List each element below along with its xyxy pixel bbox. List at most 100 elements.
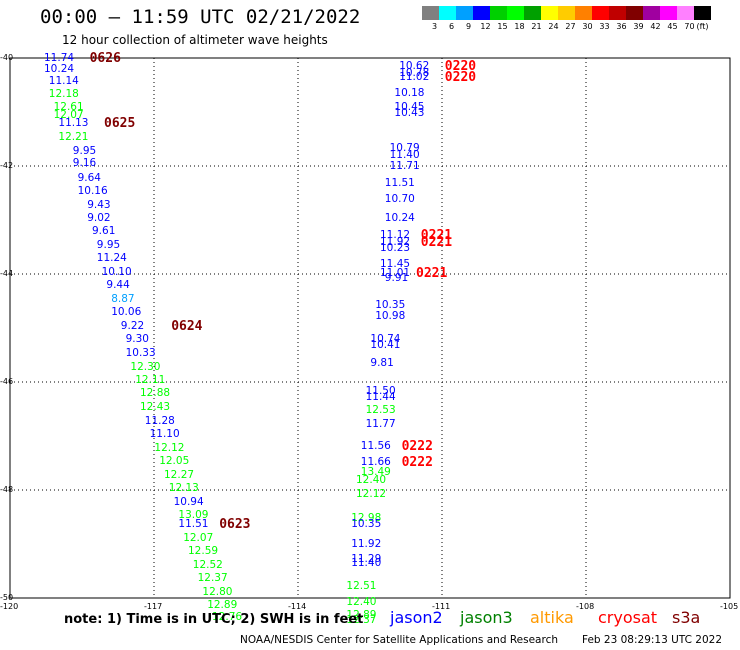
wave-height-point: 9.30 [125, 333, 149, 346]
wave-height-point: 10.35 [375, 298, 406, 311]
wave-height-point: 11.92 [351, 538, 382, 550]
lat-tick-label: -50 [0, 593, 14, 602]
colorbar-label: 3 [431, 22, 438, 31]
wave-height-point: 12.05 [159, 455, 190, 468]
wave-height-point: 11.24 [96, 252, 127, 265]
wave-height-point: 12.80 [202, 585, 233, 598]
wave-height-point: 11.66 [360, 455, 391, 468]
wave-height-point: 11.29 [351, 552, 382, 565]
wave-height-point: 11.44 [365, 391, 396, 404]
wave-height-point: 11.12 [380, 229, 411, 242]
legend-jason3: jason3 [460, 608, 513, 627]
colorbar-swatch [660, 6, 677, 20]
colorbar-swatch [507, 6, 524, 20]
wave-height-point: 12.59 [188, 545, 219, 558]
wave-height-point: 10.23 [380, 242, 411, 255]
wave-height-point: 11.92 [380, 235, 411, 248]
colorbar-label: 27 [565, 22, 576, 31]
colorbar-swatch [626, 6, 643, 20]
wave-height-point: 9.81 [370, 357, 394, 370]
colorbar-swatch [694, 6, 711, 20]
lon-tick-label: -114 [288, 602, 307, 611]
pass-time-label: 0220 [444, 59, 477, 75]
page-title: 00:00 – 11:59 UTC 02/21/2022 [40, 6, 361, 28]
wave-height-point: 10.24 [384, 212, 415, 225]
lon-tick-label: -111 [432, 602, 451, 611]
colorbar-swatch [524, 6, 541, 20]
wave-height-point: 12.89 [346, 609, 377, 622]
pass-time-label: 0625 [104, 115, 136, 131]
colorbar-label: (ft) [696, 22, 709, 31]
lon-tick-label: -105 [720, 602, 739, 611]
pass-time-label: 0623 [219, 517, 251, 533]
note-text: note: 1) Time is in UTC; 2) SWH is in fe… [64, 612, 364, 627]
pass-time-label: 0220 [444, 70, 477, 86]
colorbar-swatch [541, 6, 558, 20]
wave-height-point: 12.53 [365, 404, 396, 417]
wave-height-point: 11.02 [399, 71, 430, 84]
wave-height-point: 11.71 [389, 160, 420, 172]
colorbar-label: 70 [684, 22, 695, 31]
wave-height-point: 11.01 [380, 266, 411, 279]
wave-height-point: 12.51 [346, 579, 377, 592]
map-frame [9, 57, 731, 599]
legend-jason2: jason2 [390, 608, 443, 627]
lat-tick-label: -48 [0, 485, 14, 494]
wave-height-point: 9.02 [87, 211, 111, 224]
footer-credit: NOAA/NESDIS Center for Satellite Applica… [240, 634, 558, 646]
wave-height-point: 11.51 [178, 518, 209, 531]
lon-tick-label: -120 [0, 602, 19, 611]
wave-height-point: 12.61 [53, 100, 84, 113]
pass-time-label: 0626 [89, 51, 121, 66]
wave-height-point: 9.43 [87, 198, 111, 211]
wave-height-point: 11.13 [58, 116, 89, 129]
lat-tick-label: -42 [0, 161, 14, 170]
pass-time-label: 0624 [171, 318, 203, 334]
wave-height-point: 11.50 [365, 385, 396, 398]
wave-height-point: 11.10 [149, 427, 180, 440]
colorbar-label: 15 [497, 22, 508, 31]
wave-height-point: 10.35 [351, 518, 382, 531]
colorbar-label: 42 [650, 22, 661, 31]
colorbar-swatch [456, 6, 473, 20]
colorbar-label: 9 [465, 22, 472, 31]
wave-height-point: 10.41 [370, 339, 401, 352]
wave-height-point: 12.11 [135, 374, 166, 387]
wave-height-point: 12.13 [168, 482, 199, 495]
lon-tick-label: -117 [144, 602, 163, 611]
wave-height-point: 9.16 [72, 157, 97, 170]
wave-height-point: 12.89 [207, 599, 238, 612]
wave-height-point: 10.79 [389, 141, 420, 154]
legend-s3a: s3a [672, 608, 701, 627]
wave-height-point: 10.62 [399, 60, 430, 73]
wave-height-point: 10.06 [111, 306, 142, 319]
wave-height-point: 12.52 [192, 558, 223, 571]
wave-height-point: 10.43 [394, 107, 425, 120]
wave-height-point: 12.12 [356, 487, 387, 500]
lon-tick-label: -108 [576, 602, 595, 611]
footer-timestamp: Feb 23 08:29:13 UTC 2022 [582, 634, 722, 646]
wave-height-point: 11.14 [48, 74, 79, 87]
colorbar-swatch [643, 6, 660, 20]
wave-height-point: 12.43 [140, 401, 171, 414]
wave-height-point: 11.74 [44, 52, 75, 64]
wave-height-point: 12.40 [346, 596, 377, 609]
pass-time-label: 0221 [420, 234, 453, 250]
wave-height-point: 11.45 [380, 258, 411, 271]
wave-height-point: 12.98 [351, 512, 382, 525]
wave-height-point: 11.77 [365, 417, 396, 430]
wave-height-point: 10.94 [173, 495, 204, 508]
wave-height-point: 9.64 [77, 171, 101, 184]
wave-height-point: 10.78 [399, 66, 430, 79]
wave-height-point: 9.61 [92, 225, 116, 238]
wave-height-point: 9.22 [120, 319, 145, 332]
pass-time-label: 0221 [420, 228, 453, 244]
wave-height-point: 12.21 [58, 130, 89, 143]
wave-height-point: 12.07 [183, 531, 214, 544]
wave-height-point: 12.88 [140, 386, 171, 399]
colorbar-label: 36 [616, 22, 627, 31]
colorbar-swatch [609, 6, 626, 20]
colorbar-label: 21 [531, 22, 542, 31]
wave-height-point: 9.95 [96, 238, 121, 251]
